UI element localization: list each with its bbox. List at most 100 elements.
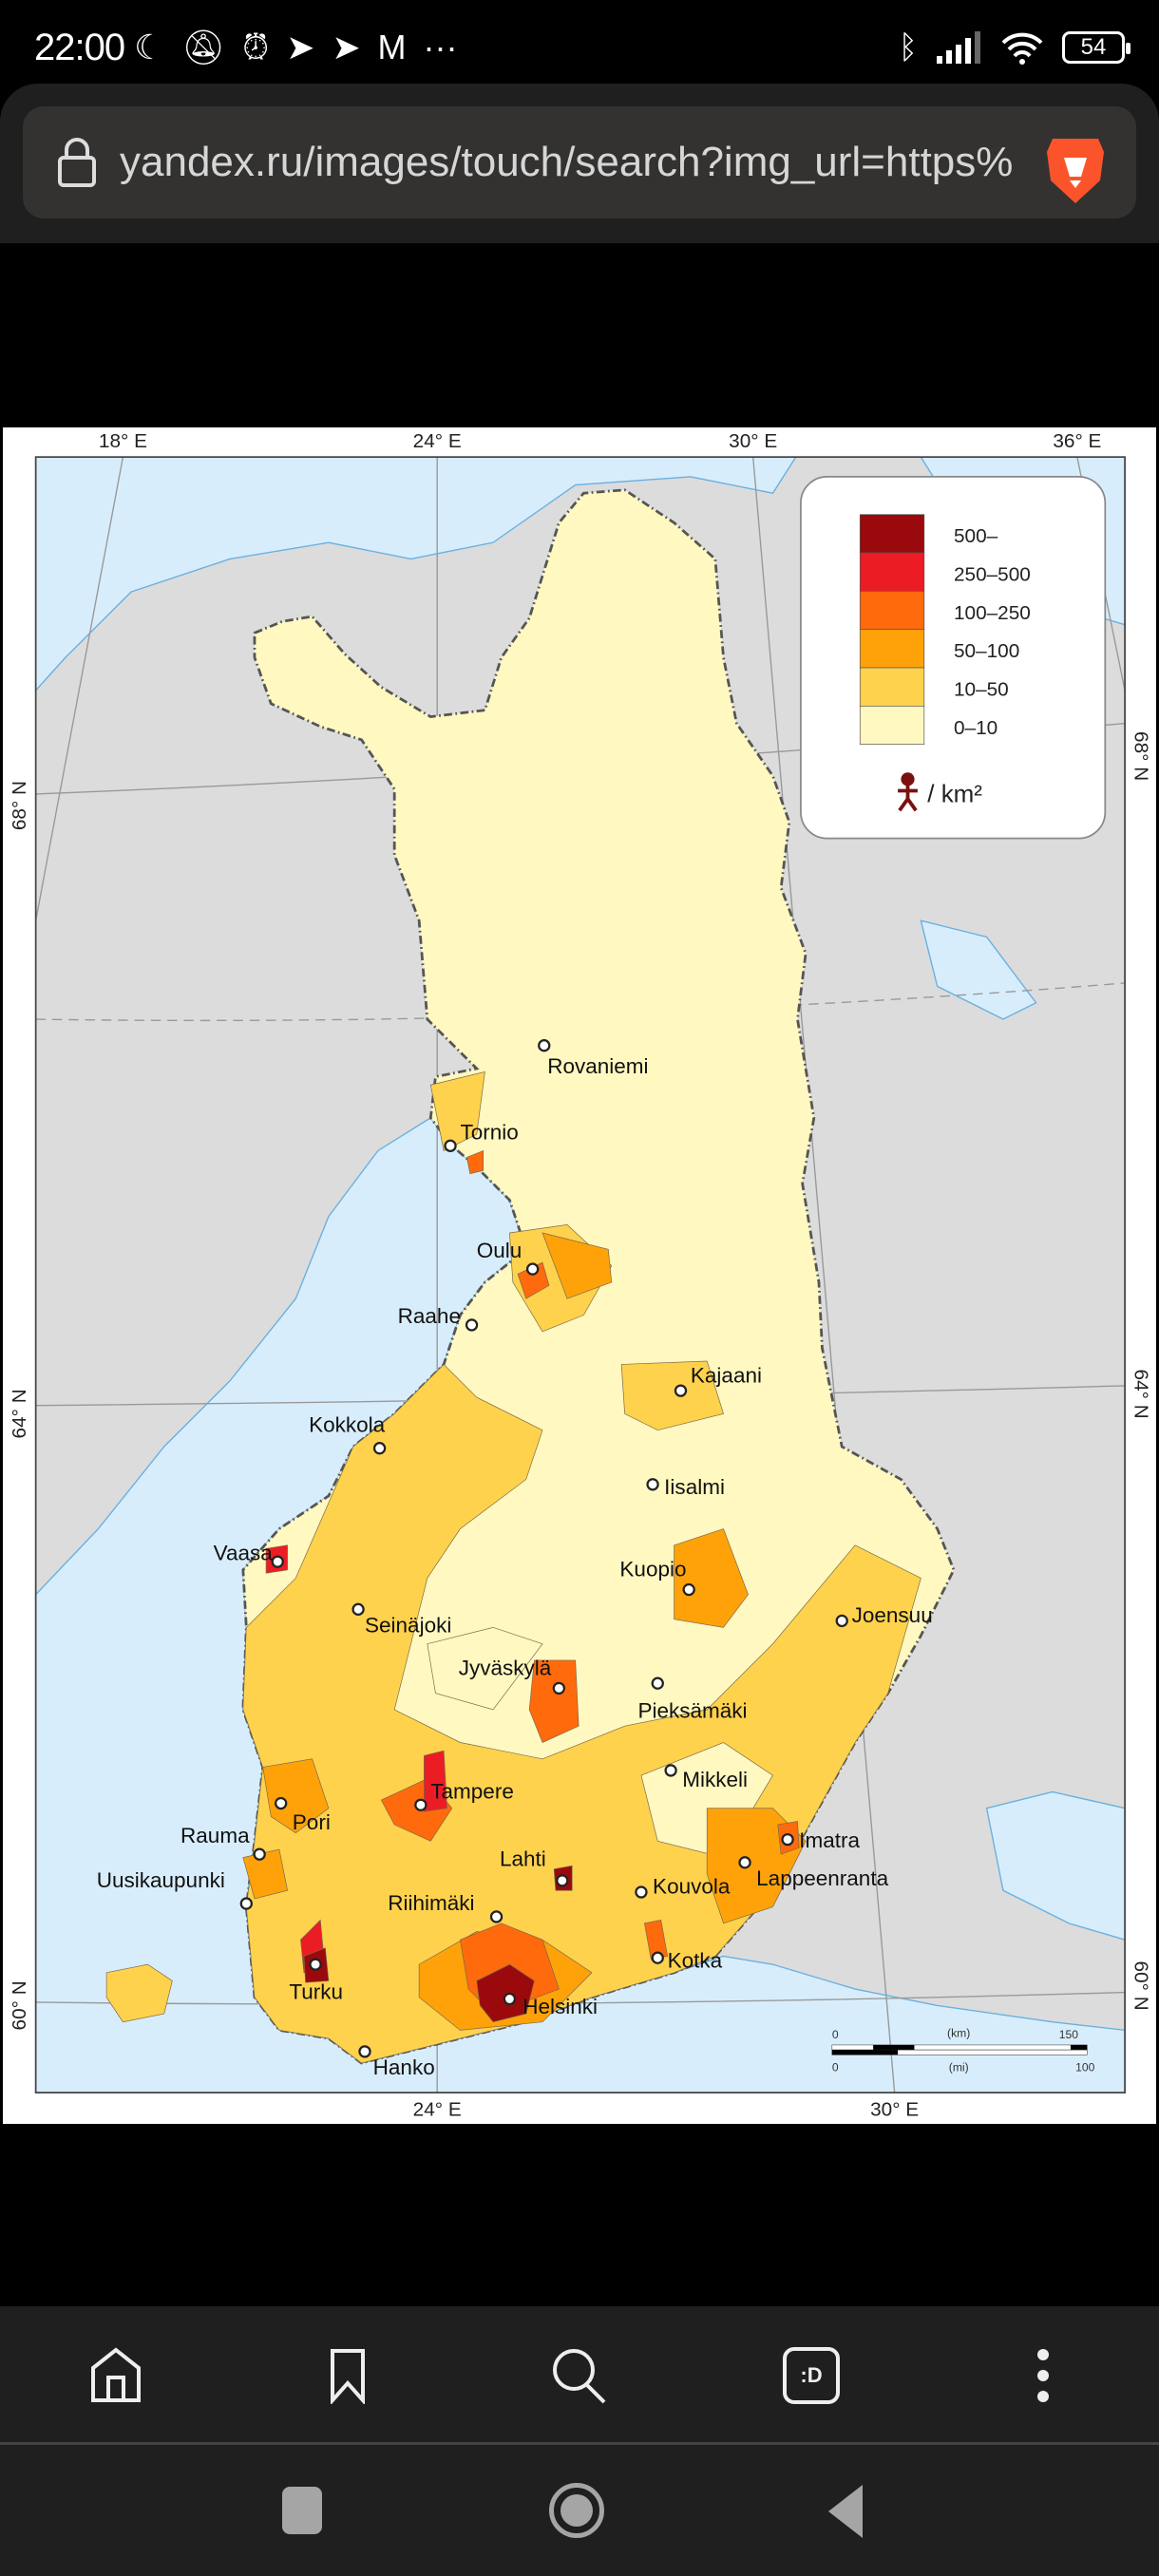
scale-mi-max: 100: [1075, 2061, 1094, 2074]
legend-swatch: [859, 552, 925, 592]
city-label: Mikkeli: [682, 1768, 748, 1791]
battery-level: 54: [1080, 34, 1107, 60]
axis-label-top: 36° E: [1053, 430, 1101, 452]
region-500-plus: [476, 1963, 535, 2023]
wifi-icon: [1001, 32, 1043, 65]
city-marker: [309, 1958, 322, 1971]
lock-icon: [58, 138, 96, 187]
legend-swatch: [859, 667, 925, 707]
city-label: Lahti: [500, 1847, 546, 1870]
scale-km-max: 150: [1059, 2028, 1078, 2041]
city-marker: [835, 1614, 848, 1628]
divider: [0, 2442, 1159, 2445]
city-label: Kuopio: [619, 1558, 686, 1582]
city-marker: [646, 1478, 659, 1491]
telegram-icon: ➤: [332, 28, 361, 66]
city-label: Tornio: [460, 1120, 518, 1144]
scale-bar: 0 (km) 150 0 (mi) 100: [831, 2026, 1095, 2074]
legend-swatch: [859, 591, 925, 631]
scale-mi-label: (mi): [949, 2061, 969, 2074]
region-100-250: [466, 1149, 484, 1175]
city-marker: [489, 1910, 504, 1923]
legend-swatch: [859, 514, 925, 554]
city-marker: [552, 1681, 566, 1695]
search-icon: [553, 2348, 606, 2403]
city-label: Helsinki: [522, 1995, 598, 2018]
city-marker: [503, 1992, 517, 2006]
city-label: Jyväskylä: [459, 1657, 552, 1680]
city-label: Kokkola: [309, 1412, 386, 1436]
brave-lion-icon[interactable]: [1045, 133, 1106, 205]
city-label: Uusikaupunki: [97, 1868, 225, 1892]
city-marker: [682, 1582, 695, 1597]
region-100-250: [528, 1659, 580, 1743]
tabs-icon: :D: [783, 2346, 840, 2404]
city-marker: [372, 1442, 387, 1455]
city-label: Seinäjoki: [365, 1614, 451, 1638]
city-label: Pori: [293, 1810, 331, 1834]
aland-islands: [105, 1963, 173, 2023]
city-marker: [358, 2045, 371, 2058]
url-text[interactable]: yandex.ru/images/touch/search?img_url=ht…: [120, 139, 1014, 185]
menu-icon: [1037, 2348, 1049, 2402]
city-label: Pieksämäki: [637, 1699, 747, 1723]
axis-label-left: 60° N: [9, 1980, 30, 2030]
bell-off-icon: 🔕︎: [181, 28, 226, 66]
city-label: Rauma: [180, 1824, 250, 1847]
bookmark-icon: [331, 2348, 365, 2404]
region-10-50: [620, 1360, 724, 1431]
alarm-icon: ⏰︎: [242, 27, 270, 66]
legend-label: 250–500: [954, 563, 1031, 585]
city-label: Rovaniemi: [547, 1054, 648, 1078]
city-marker: [444, 1139, 457, 1152]
city-label: Turku: [289, 1979, 343, 2003]
moon-icon: ☾: [134, 28, 165, 66]
axis-label-left: 64° N: [9, 1389, 30, 1438]
recents-button[interactable]: [282, 2487, 322, 2534]
back-button[interactable]: [825, 2483, 866, 2540]
city-marker: [651, 1676, 664, 1690]
city-label: Kouvola: [653, 1875, 731, 1899]
city-label: Iisalmi: [664, 1475, 725, 1499]
city-marker: [352, 1602, 365, 1616]
axis-label-right: 60° N: [1130, 1961, 1151, 2011]
city-marker: [538, 1039, 551, 1052]
legend-unit: / km²: [927, 780, 982, 808]
population-density-map: Rovaniemi Tornio Oulu Raahe Kajaani Kokkola Ii…: [3, 427, 1156, 2124]
city-marker: [465, 1318, 479, 1332]
person-icon: [898, 772, 918, 812]
clock: 22:00: [34, 26, 125, 68]
home-button[interactable]: [73, 2333, 159, 2418]
axis-label-top: 30° E: [729, 430, 777, 452]
region-10-50: [429, 1070, 485, 1151]
city-marker: [635, 1885, 648, 1899]
city-marker: [651, 1951, 664, 1964]
tabs-button[interactable]: :D: [769, 2333, 854, 2418]
legend-swatch: [859, 629, 925, 669]
city-marker: [664, 1764, 677, 1777]
city-marker: [525, 1262, 540, 1276]
city-marker: [414, 1798, 428, 1811]
city-marker: [253, 1847, 266, 1861]
city-label: Raahe: [398, 1304, 461, 1328]
city-marker: [239, 1897, 253, 1910]
bluetooth-icon: ᛒ: [898, 28, 918, 66]
city-marker: [275, 1796, 288, 1810]
telegram-icon: ➤: [286, 28, 315, 66]
region-50-100: [542, 1232, 613, 1299]
address-bar[interactable]: yandex.ru/images/touch/search?img_url=ht…: [23, 106, 1136, 218]
search-button[interactable]: [537, 2333, 622, 2418]
city-label: Hanko: [373, 2055, 435, 2079]
city-marker: [556, 1874, 569, 1887]
home-icon: [91, 2346, 141, 2402]
axis-label-top: 24° E: [413, 430, 462, 452]
home-button-system[interactable]: [549, 2483, 604, 2538]
city-label: Oulu: [477, 1239, 522, 1262]
city-marker: [674, 1384, 688, 1397]
axis-label-right: 64° N: [1130, 1370, 1151, 1419]
axis-label-bottom: 30° E: [870, 2098, 919, 2120]
legend: 500– 250–500 100–250 50–100 10–50 0–10 / km²: [800, 476, 1107, 840]
region-0-10: [427, 1626, 543, 1711]
menu-button[interactable]: [1000, 2333, 1086, 2418]
bookmark-button[interactable]: [305, 2333, 390, 2418]
